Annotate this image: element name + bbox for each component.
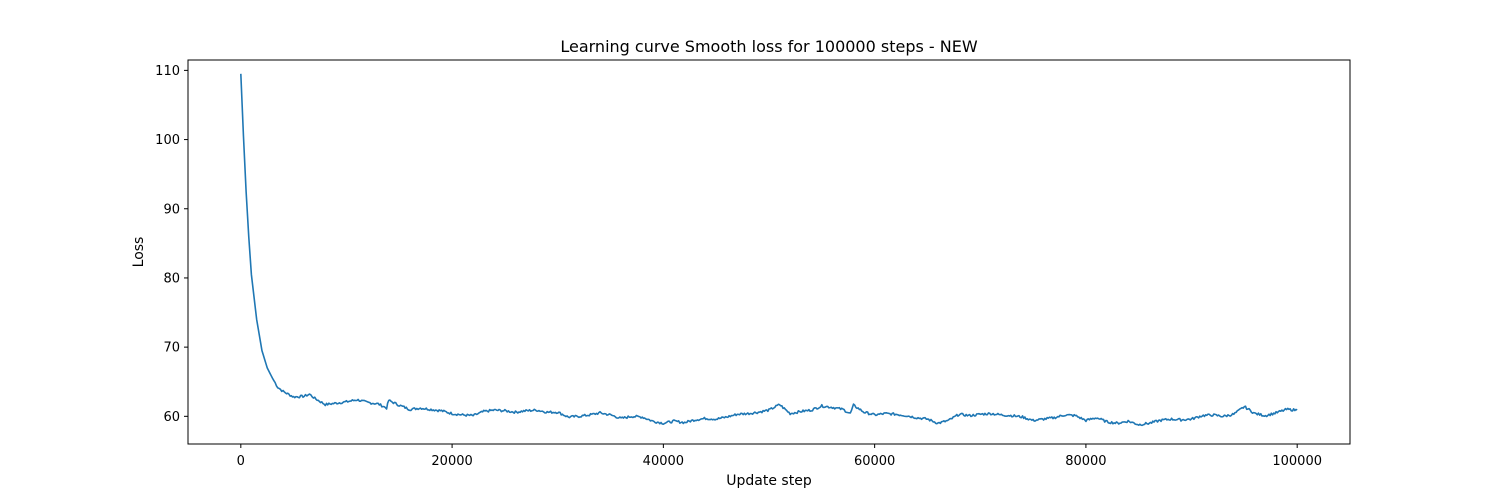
x-tick-label: 80000 xyxy=(1065,454,1106,469)
x-tick-label: 40000 xyxy=(643,454,684,469)
x-axis: 0 20000 40000 60000 80000 100000 xyxy=(237,444,1322,469)
y-tick-label: 60 xyxy=(163,410,180,425)
x-tick-label: 60000 xyxy=(854,454,895,469)
y-tick-label: 90 xyxy=(163,202,180,217)
y-tick-label: 100 xyxy=(155,133,180,148)
x-tick-label: 100000 xyxy=(1272,454,1322,469)
chart-title: Learning curve Smooth loss for 100000 st… xyxy=(560,37,977,56)
plot-area xyxy=(240,73,1298,427)
x-tick-label: 20000 xyxy=(431,454,472,469)
y-tick-label: 110 xyxy=(155,64,180,79)
axes-frame xyxy=(187,59,1351,445)
series-line-0 xyxy=(240,73,1298,427)
y-tick-label: 80 xyxy=(163,271,180,286)
y-axis-label: Loss xyxy=(131,237,147,268)
x-axis-label: Update step xyxy=(726,473,812,489)
y-tick-label: 70 xyxy=(163,341,180,356)
x-tick-label: 0 xyxy=(237,454,245,469)
y-axis: 60 70 80 90 100 110 xyxy=(155,64,188,425)
